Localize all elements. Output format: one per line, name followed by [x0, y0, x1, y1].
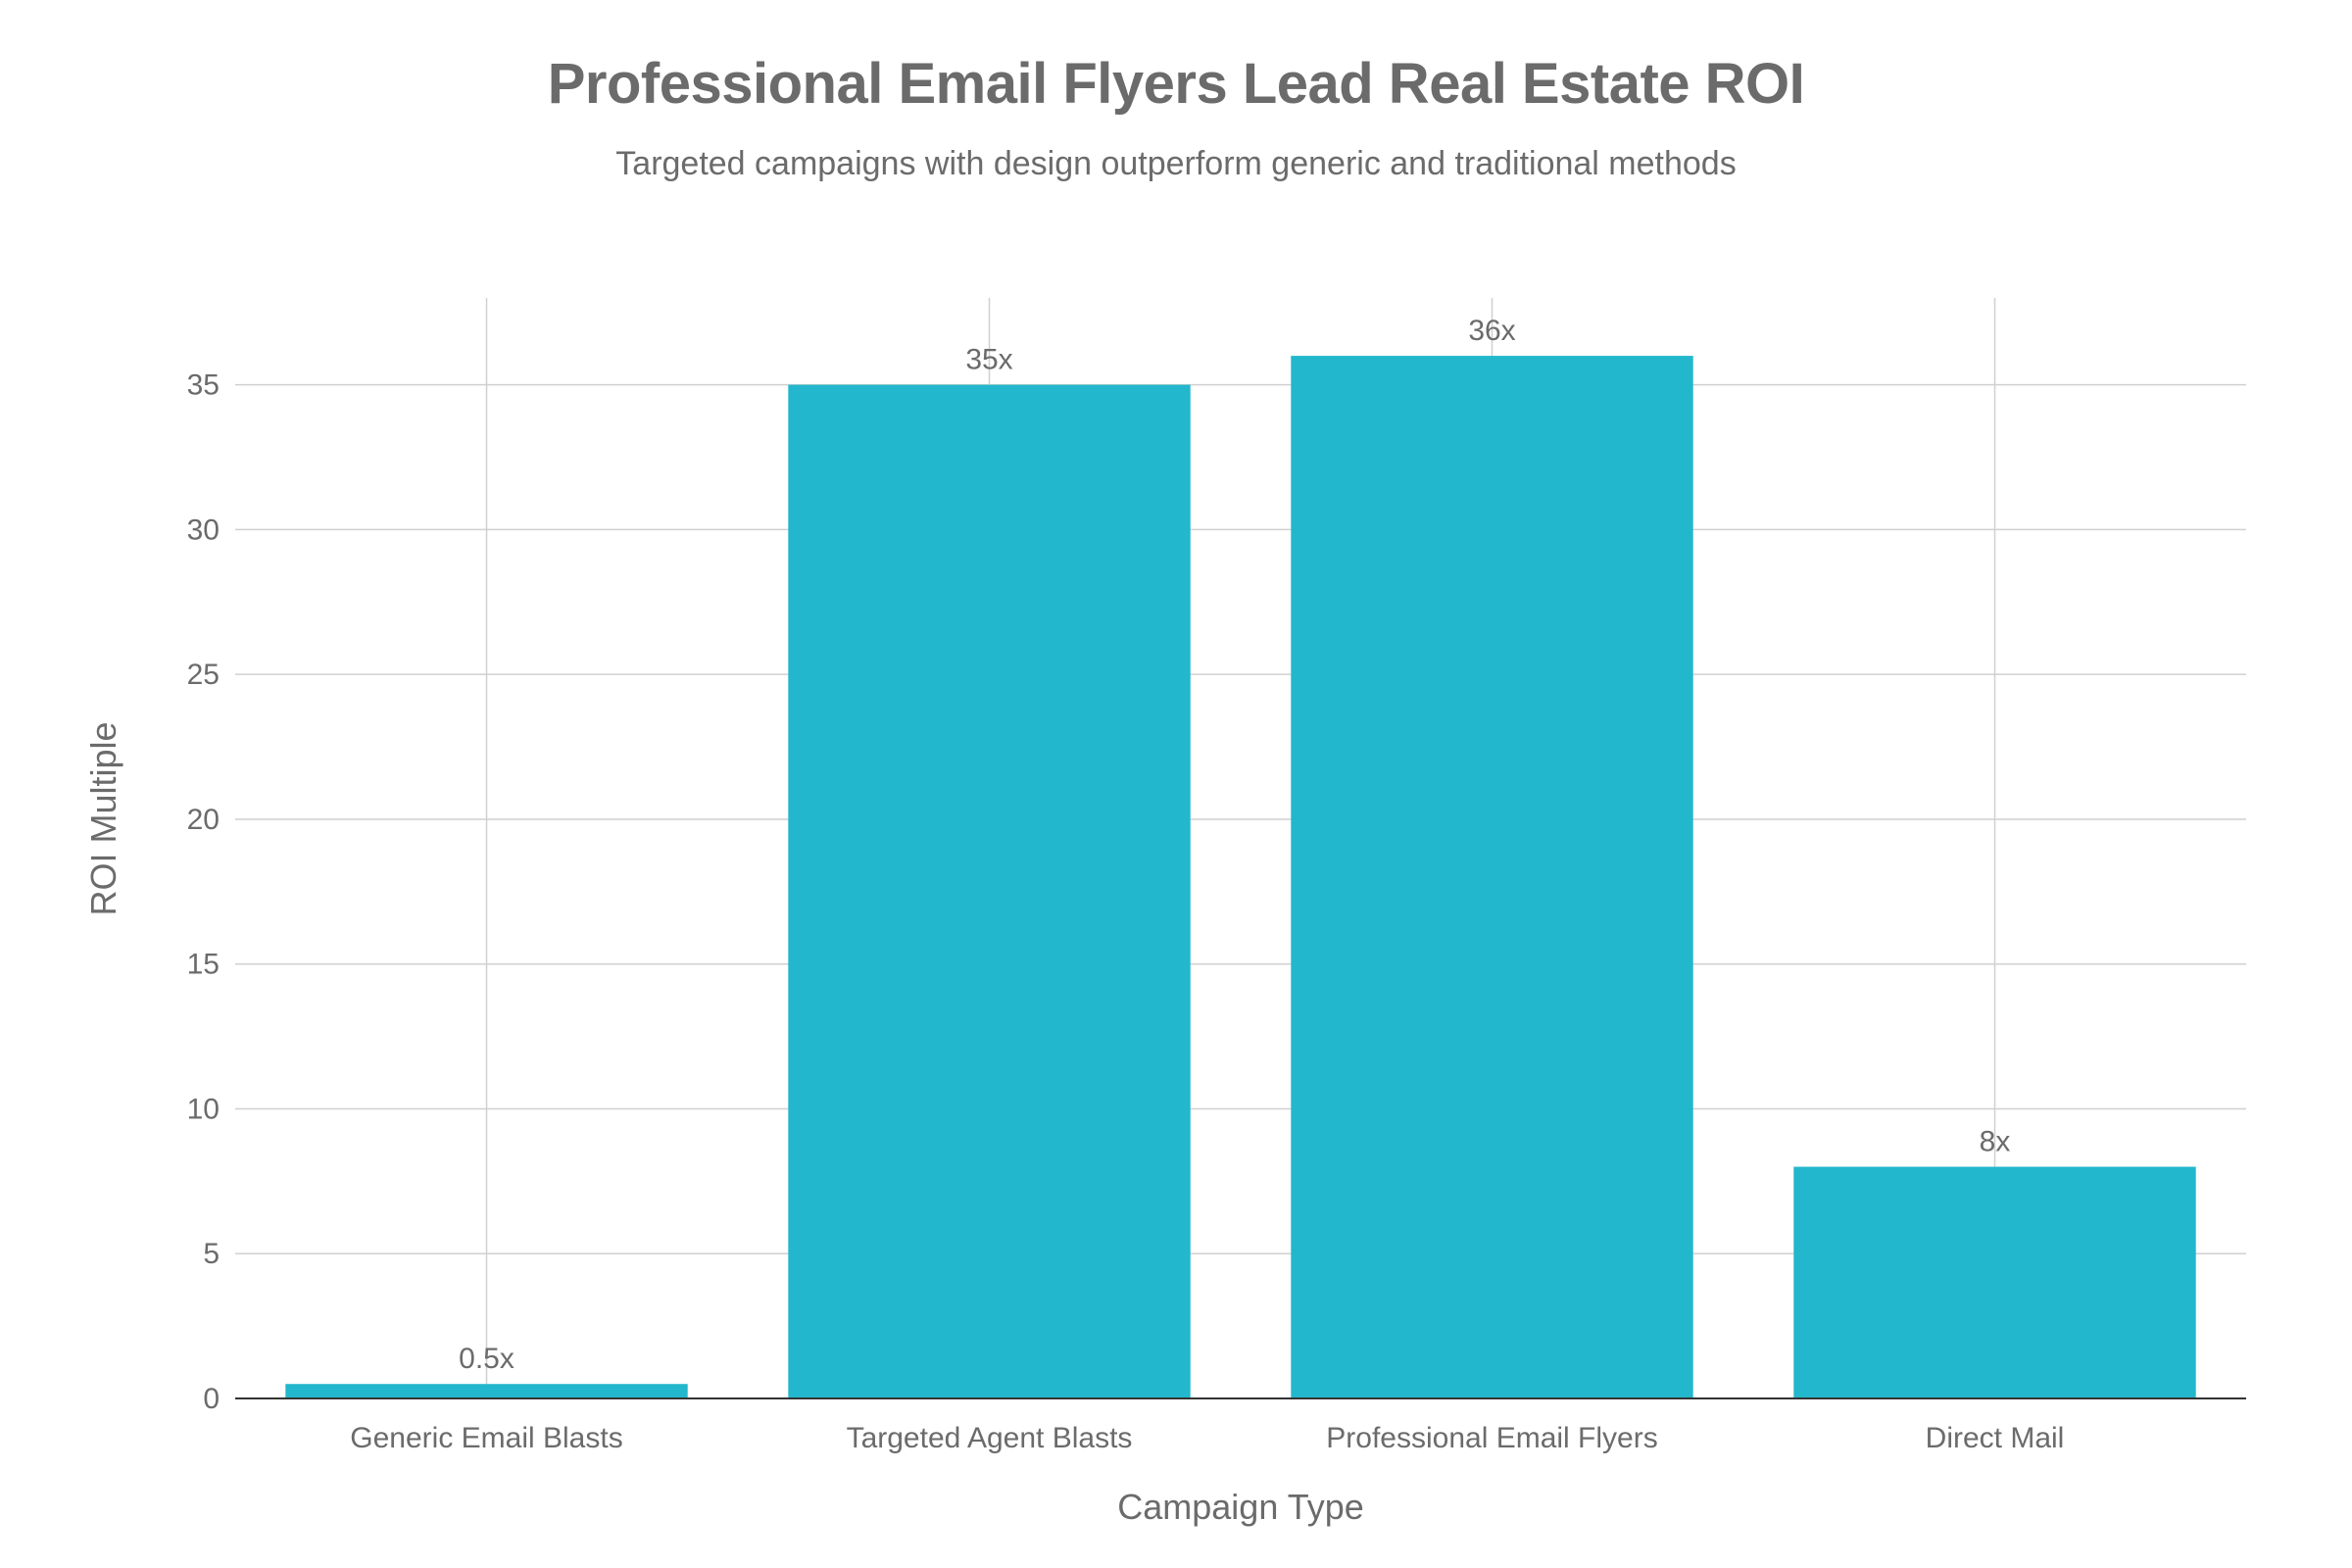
- x-tick-label: Targeted Agent Blasts: [847, 1422, 1133, 1454]
- chart-title: Professional Email Flyers Lead Real Esta…: [547, 52, 1805, 116]
- y-tick-label: 5: [203, 1238, 220, 1270]
- y-tick-label: 0: [203, 1383, 220, 1415]
- x-tick-label: Generic Email Blasts: [350, 1422, 622, 1454]
- bar-data-label: 36x: [1468, 315, 1515, 347]
- bar: [1291, 356, 1693, 1399]
- y-tick-label: 25: [187, 659, 220, 691]
- y-tick-label: 15: [187, 949, 220, 981]
- x-axis-title: Campaign Type: [1117, 1487, 1364, 1527]
- bar-data-label: 35x: [965, 344, 1012, 376]
- grid-layer: [235, 298, 2246, 1398]
- bar-data-label: 8x: [1980, 1126, 2011, 1158]
- bar: [1793, 1166, 2196, 1398]
- label-layer: 0 5 10 15 20 25 30 35 0.5x Generic Email Blasts 35…: [83, 315, 2064, 1527]
- bar-layer: [285, 356, 2196, 1399]
- y-tick-label: 10: [187, 1093, 220, 1125]
- bar: [285, 1384, 688, 1398]
- x-tick-label: Direct Mail: [1926, 1422, 2065, 1454]
- bar-data-label: 0.5x: [459, 1343, 514, 1375]
- y-tick-label: 20: [187, 804, 220, 836]
- bar: [788, 384, 1191, 1398]
- x-tick-label: Professional Email Flyers: [1326, 1422, 1657, 1454]
- y-tick-label: 35: [187, 369, 220, 402]
- chart-subtitle: Targeted campaigns with design outperfor…: [615, 145, 1737, 182]
- y-tick-label: 30: [187, 514, 220, 546]
- y-axis-title: ROI Multiple: [83, 721, 123, 915]
